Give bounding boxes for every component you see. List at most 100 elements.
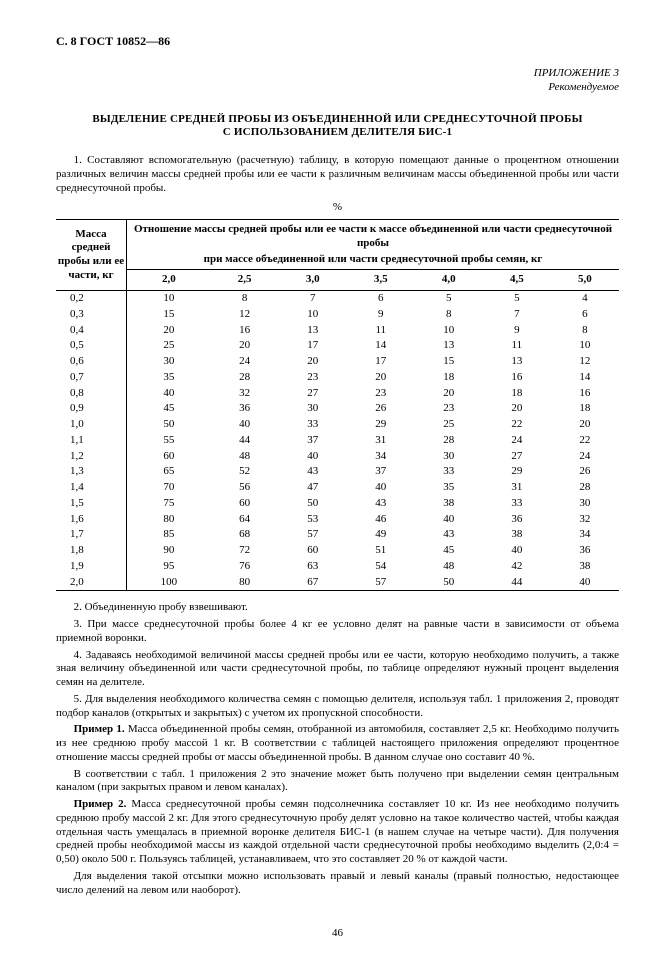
mass-cell: 1,7 <box>56 527 127 543</box>
value-cell: 43 <box>347 496 415 512</box>
value-cell: 6 <box>551 307 619 323</box>
value-cell: 43 <box>279 464 347 480</box>
value-cell: 36 <box>211 401 279 417</box>
value-cell: 20 <box>127 323 211 339</box>
value-cell: 36 <box>483 512 551 528</box>
value-cell: 20 <box>211 338 279 354</box>
value-cell: 16 <box>211 323 279 339</box>
value-cell: 25 <box>127 338 211 354</box>
value-cell: 25 <box>415 417 483 433</box>
value-cell: 48 <box>415 559 483 575</box>
value-cell: 40 <box>211 417 279 433</box>
value-cell: 9 <box>347 307 415 323</box>
table-row: 0,630242017151312 <box>56 354 619 370</box>
value-cell: 57 <box>279 527 347 543</box>
value-cell: 24 <box>211 354 279 370</box>
body-text: 2. Объединенную пробу взвешивают. 3. При… <box>56 601 619 897</box>
value-cell: 7 <box>483 307 551 323</box>
rowhead: Масса средней пробы или ее части, кг <box>56 220 127 291</box>
value-cell: 53 <box>279 512 347 528</box>
value-cell: 12 <box>211 307 279 323</box>
value-cell: 16 <box>483 370 551 386</box>
value-cell: 6 <box>347 291 415 307</box>
value-cell: 5 <box>483 291 551 307</box>
value-cell: 17 <box>347 354 415 370</box>
value-cell: 90 <box>127 543 211 559</box>
value-cell: 7 <box>279 291 347 307</box>
value-cell: 38 <box>415 496 483 512</box>
mass-cell: 1,0 <box>56 417 127 433</box>
value-cell: 32 <box>211 386 279 402</box>
mass-cell: 1,3 <box>56 464 127 480</box>
value-cell: 31 <box>483 480 551 496</box>
value-cell: 20 <box>415 386 483 402</box>
table-row: 1,995766354484238 <box>56 559 619 575</box>
mass-cell: 0,6 <box>56 354 127 370</box>
value-cell: 54 <box>347 559 415 575</box>
table-row: 1,470564740353128 <box>56 480 619 496</box>
value-cell: 24 <box>483 433 551 449</box>
value-cell: 50 <box>279 496 347 512</box>
value-cell: 68 <box>211 527 279 543</box>
table-row: 0,735282320181614 <box>56 370 619 386</box>
value-cell: 37 <box>279 433 347 449</box>
table-row: 1,785685749433834 <box>56 527 619 543</box>
value-cell: 33 <box>279 417 347 433</box>
value-cell: 40 <box>483 543 551 559</box>
value-cell: 20 <box>551 417 619 433</box>
value-cell: 29 <box>347 417 415 433</box>
para-2: 2. Объединенную пробу взвешивают. <box>56 601 619 615</box>
value-cell: 12 <box>551 354 619 370</box>
mass-cell: 1,8 <box>56 543 127 559</box>
value-cell: 37 <box>347 464 415 480</box>
value-cell: 32 <box>551 512 619 528</box>
table-row: 1,155443731282422 <box>56 433 619 449</box>
value-cell: 26 <box>347 401 415 417</box>
col-header: 3,0 <box>279 270 347 291</box>
value-cell: 23 <box>279 370 347 386</box>
value-cell: 35 <box>415 480 483 496</box>
value-cell: 38 <box>483 527 551 543</box>
value-cell: 51 <box>347 543 415 559</box>
value-cell: 60 <box>211 496 279 512</box>
value-cell: 27 <box>279 386 347 402</box>
value-cell: 42 <box>483 559 551 575</box>
value-cell: 30 <box>127 354 211 370</box>
example-1-label: Пример 1. <box>74 723 125 735</box>
mass-cell: 0,3 <box>56 307 127 323</box>
title-line-1: ВЫДЕЛЕНИЕ СРЕДНЕЙ ПРОБЫ ИЗ ОБЪЕДИНЕННОЙ … <box>66 113 609 127</box>
value-cell: 63 <box>279 559 347 575</box>
value-cell: 20 <box>347 370 415 386</box>
value-cell: 15 <box>127 307 211 323</box>
value-cell: 8 <box>551 323 619 339</box>
value-cell: 30 <box>415 449 483 465</box>
value-cell: 18 <box>483 386 551 402</box>
value-cell: 85 <box>127 527 211 543</box>
value-cell: 14 <box>551 370 619 386</box>
table-row: 0,210876554 <box>56 291 619 307</box>
value-cell: 14 <box>347 338 415 354</box>
mass-cell: 1,5 <box>56 496 127 512</box>
value-cell: 10 <box>127 291 211 307</box>
value-cell: 29 <box>483 464 551 480</box>
table-row: 0,4201613111098 <box>56 323 619 339</box>
value-cell: 57 <box>347 575 415 591</box>
value-cell: 24 <box>551 449 619 465</box>
value-cell: 34 <box>551 527 619 543</box>
table-row: 1,680645346403632 <box>56 512 619 528</box>
value-cell: 23 <box>347 386 415 402</box>
appendix-block: ПРИЛОЖЕНИЕ 3 Рекомендуемое <box>56 67 619 95</box>
table-row: 0,31512109876 <box>56 307 619 323</box>
mass-cell: 0,2 <box>56 291 127 307</box>
value-cell: 50 <box>127 417 211 433</box>
title-line-2: С ИСПОЛЬЗОВАНИЕМ ДЕЛИТЕЛЯ БИС-1 <box>66 126 609 140</box>
value-cell: 13 <box>415 338 483 354</box>
appendix-number: ПРИЛОЖЕНИЕ 3 <box>56 67 619 81</box>
appendix-type: Рекомендуемое <box>56 81 619 95</box>
table-body: 0,2108765540,315121098760,42016131110980… <box>56 291 619 591</box>
mass-cell: 1,1 <box>56 433 127 449</box>
value-cell: 40 <box>415 512 483 528</box>
mass-cell: 1,4 <box>56 480 127 496</box>
value-cell: 10 <box>415 323 483 339</box>
value-cell: 33 <box>483 496 551 512</box>
